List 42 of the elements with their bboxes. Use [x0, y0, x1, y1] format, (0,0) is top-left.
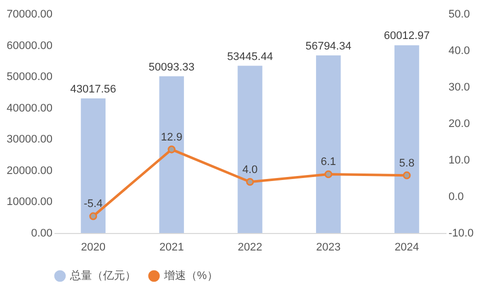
bar [80, 98, 106, 233]
y2-tick-label: -10.0 [448, 228, 474, 240]
data-label: 53445.44 [227, 50, 273, 63]
bar [394, 45, 420, 233]
bar [238, 66, 262, 233]
data-label: 60012.97 [384, 30, 430, 42]
legend-label: 增速（%） [163, 269, 218, 282]
y2-tick-label: 10.0 [448, 154, 470, 166]
data-label: 43017.56 [70, 83, 116, 96]
point [89, 212, 98, 220]
y-tick-label: 40000.00 [6, 102, 52, 114]
bar [316, 55, 341, 233]
y2-tick-label: 30.0 [448, 82, 470, 94]
data-label: 12.9 [160, 131, 182, 144]
x-tick-label: 2020 [80, 242, 106, 254]
y2-tick-label: 0.0 [448, 191, 464, 203]
data-label: 4.0 [242, 164, 258, 176]
data-label: 6.1 [320, 156, 336, 168]
data-label: -5.4 [84, 198, 103, 210]
point [246, 178, 254, 186]
point [324, 170, 332, 178]
y-tick-label: 30000.00 [6, 134, 52, 146]
y-tick-label: 0.00 [31, 228, 52, 240]
x-tick-label: 2021 [159, 242, 184, 254]
point [168, 146, 176, 154]
legend-label: 总量（亿元） [69, 269, 136, 282]
point [402, 171, 411, 180]
y-tick-label: 10000.00 [6, 196, 52, 208]
y2-tick-label: 40.0 [448, 45, 470, 57]
data-label: 56794.34 [305, 40, 352, 52]
x-tick-label: 2022 [238, 242, 262, 254]
x-tick-label: 2023 [316, 242, 341, 254]
y-tick-label: 70000.00 [6, 8, 52, 20]
bar [159, 76, 184, 233]
data-label: 5.8 [399, 157, 414, 170]
data-label: 50093.33 [148, 61, 195, 74]
y2-tick-label: 50.0 [448, 8, 470, 20]
x-tick-label: 2024 [394, 242, 420, 254]
y-tick-label: 60000.00 [6, 40, 52, 52]
y-tick-label: 50000.00 [6, 71, 52, 84]
y2-tick-label: 20.0 [448, 118, 470, 130]
y-tick-label: 20000.00 [6, 164, 52, 177]
